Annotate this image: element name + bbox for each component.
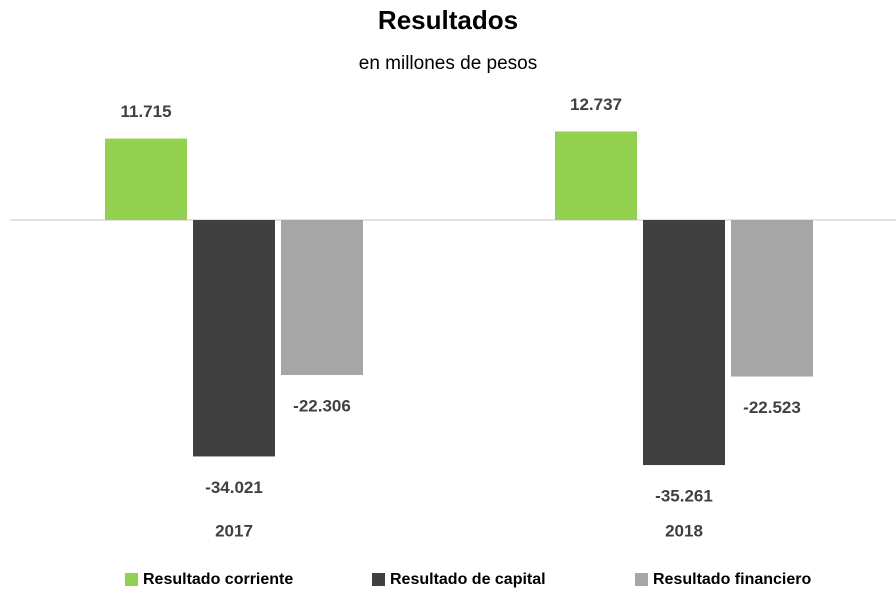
- legend-swatch: [635, 573, 648, 586]
- value-label: -35.261: [655, 487, 713, 506]
- chart-title: Resultados: [378, 5, 518, 35]
- bar: [731, 220, 813, 377]
- bar: [105, 138, 187, 220]
- x-tick-label: 2017: [215, 521, 253, 540]
- bar: [281, 220, 363, 376]
- legend-label: Resultado financiero: [653, 571, 811, 588]
- bar: [193, 220, 275, 457]
- value-label: -22.306: [293, 397, 351, 416]
- chart-subtitle: en millones de pesos: [359, 53, 538, 74]
- value-label: -34.021: [205, 478, 263, 497]
- value-label: -22.523: [743, 398, 801, 417]
- bar: [555, 131, 637, 220]
- legend-label: Resultado corriente: [143, 571, 293, 588]
- bar: [643, 220, 725, 466]
- legend-label: Resultado de capital: [390, 571, 546, 588]
- legend-swatch: [372, 573, 385, 586]
- value-label: 11.715: [120, 102, 171, 121]
- value-label: 12.737: [570, 95, 622, 114]
- x-tick-label: 2018: [665, 521, 703, 540]
- legend-swatch: [125, 573, 138, 586]
